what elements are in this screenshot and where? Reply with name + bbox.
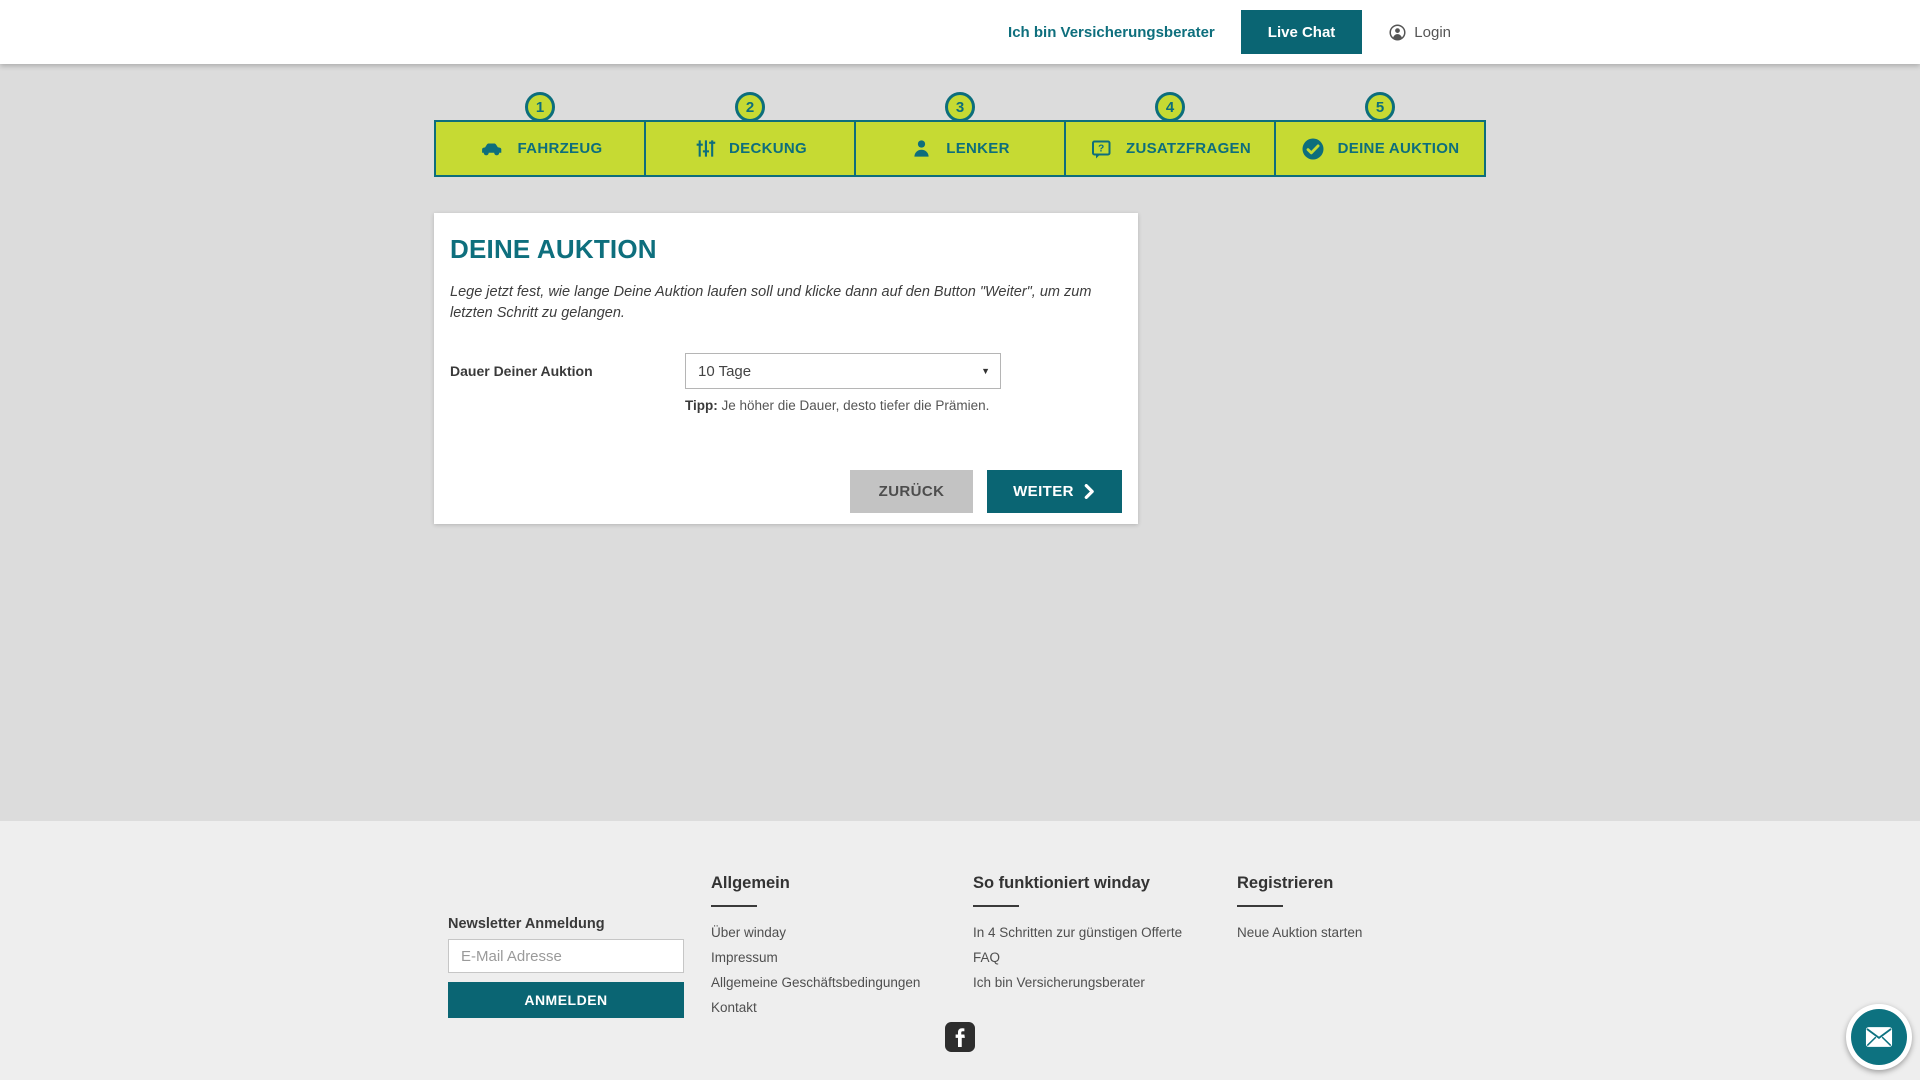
tip-label: Tipp: xyxy=(685,398,718,414)
footer-link-faq[interactable]: FAQ xyxy=(973,950,1001,965)
envelope-icon xyxy=(1865,1027,1893,1047)
step-deckung[interactable]: 2 DECKUNG xyxy=(644,92,856,177)
page-title: DEINE AUKTION xyxy=(450,234,657,264)
top-bar: Ich bin Versicherungsberater Live Chat L… xyxy=(0,0,1920,64)
footer-column-allgemein: Allgemein Über winday Impressum Allgemei… xyxy=(711,874,920,1020)
footer-link-versicherungsberater[interactable]: Ich bin Versicherungsberater xyxy=(973,975,1145,990)
next-button-label: WEITER xyxy=(1013,483,1074,501)
auction-duration-select[interactable]: 10 Tage ▼ xyxy=(685,353,1001,390)
footer-link-impressum[interactable]: Impressum xyxy=(711,950,778,965)
step-label: ZUSATZFRAGEN xyxy=(1126,140,1251,157)
sliders-icon xyxy=(696,140,716,157)
tip-text: Je höher die Dauer, desto tiefer die Prä… xyxy=(717,398,990,414)
next-button[interactable]: WEITER xyxy=(987,470,1122,514)
chat-widget-button[interactable] xyxy=(1846,1004,1912,1070)
footer-column-registrieren: Registrieren Neue Auktion starten xyxy=(1237,874,1362,945)
step-label: DEINE AUKTION xyxy=(1337,140,1460,157)
step-zusatzfragen[interactable]: 4 ? ZUSATZFRAGEN xyxy=(1064,92,1276,177)
login-label: Login xyxy=(1414,23,1451,41)
auction-card: DEINE AUKTION Lege jetzt fest, wie lange… xyxy=(434,213,1138,525)
duration-label: Dauer Deiner Auktion xyxy=(450,363,593,380)
facebook-button[interactable] xyxy=(945,1022,975,1057)
duration-form-row: Dauer Deiner Auktion 10 Tage ▼ xyxy=(450,353,1122,390)
check-circle-icon xyxy=(1302,138,1324,159)
footer-column-so-funktioniert: So funktioniert winday In 4 Schritten zu… xyxy=(973,874,1182,995)
card-actions: ZURÜCK WEITER xyxy=(450,470,1122,514)
step-label: FAHRZEUG xyxy=(517,140,603,157)
chevron-right-icon xyxy=(1084,484,1094,500)
heading-rule xyxy=(1237,905,1283,907)
step-label: LENKER xyxy=(946,140,1010,157)
heading-rule xyxy=(711,905,757,907)
user-circle-icon xyxy=(1389,23,1406,41)
newsletter-submit-button[interactable]: ANMELDEN xyxy=(448,982,684,1018)
step-label: DECKUNG xyxy=(729,140,807,157)
main-area: 1 FAHRZEUG 2 DECKUNG 3 xyxy=(0,92,1920,821)
newsletter-email-input[interactable] xyxy=(448,939,684,973)
duration-tip: Tipp: Je höher die Dauer, desto tiefer d… xyxy=(685,398,1122,413)
footer-link-4-schritte[interactable]: In 4 Schritten zur günstigen Offerte xyxy=(973,925,1183,940)
footer-link-neue-auktion[interactable]: Neue Auktion starten xyxy=(1237,925,1363,940)
newsletter-section: Newsletter Anmeldung ANMELDEN xyxy=(448,916,684,1018)
step-number-badge: 5 xyxy=(1365,92,1395,122)
step-number-badge: 4 xyxy=(1155,92,1185,122)
select-arrow-icon: ▼ xyxy=(981,366,990,377)
step-fahrzeug[interactable]: 1 FAHRZEUG xyxy=(434,92,646,177)
heading-rule xyxy=(973,905,1019,907)
login-button[interactable]: Login xyxy=(1388,23,1451,42)
advisor-link[interactable]: Ich bin Versicherungsberater xyxy=(1008,23,1215,41)
step-deine-auktion[interactable]: 5 DEINE AUKTION xyxy=(1274,92,1486,177)
step-wizard: 1 FAHRZEUG 2 DECKUNG 3 xyxy=(434,92,1486,177)
step-lenker[interactable]: 3 LENKER xyxy=(854,92,1066,177)
car-icon xyxy=(481,143,501,155)
live-chat-button[interactable]: Live Chat xyxy=(1240,10,1363,54)
question-bubble-icon: ? xyxy=(1092,140,1111,158)
footer-link-ueber-winday[interactable]: Über winday xyxy=(711,925,787,940)
footer: Newsletter Anmeldung ANMELDEN Allgemein … xyxy=(0,821,1920,1080)
footer-link-agb[interactable]: Allgemeine Geschäftsbedingungen xyxy=(711,975,921,990)
footer-link-kontakt[interactable]: Kontakt xyxy=(711,1000,757,1015)
footer-column-title: Allgemein xyxy=(711,874,790,892)
footer-column-title: Registrieren xyxy=(1237,874,1334,892)
duration-selected-value: 10 Tage xyxy=(698,362,752,380)
person-icon xyxy=(914,140,929,157)
step-number-badge: 1 xyxy=(525,92,555,122)
top-bar-content: Ich bin Versicherungsberater Live Chat L… xyxy=(434,0,1486,64)
back-button[interactable]: ZURÜCK xyxy=(850,470,973,514)
step-number-badge: 2 xyxy=(735,92,765,122)
intro-text: Lege jetzt fest, wie lange Deine Auktion… xyxy=(450,284,1092,322)
newsletter-title: Newsletter Anmeldung xyxy=(448,916,605,932)
footer-column-title: So funktioniert winday xyxy=(973,874,1150,892)
facebook-icon xyxy=(945,1022,975,1052)
step-number-badge: 3 xyxy=(945,92,975,122)
svg-text:?: ? xyxy=(1098,143,1104,154)
